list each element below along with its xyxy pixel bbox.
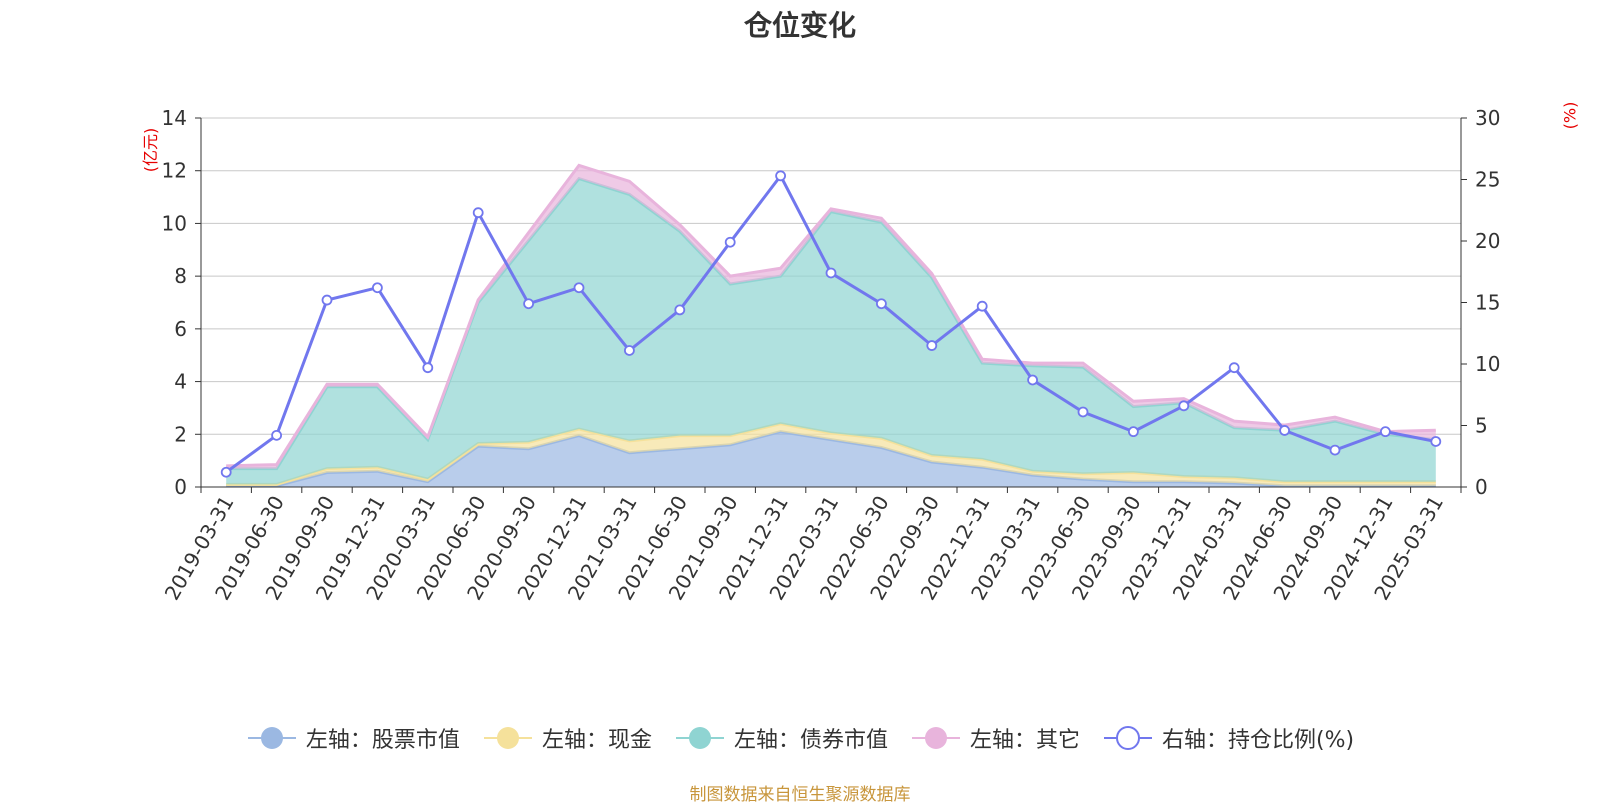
ratio-point [1228, 362, 1240, 374]
legend-item[interactable]: 左轴：债券市值 [674, 722, 888, 754]
legend-label: 左轴：其它 [969, 728, 1080, 753]
legend-label: 右轴：持仓比例(%) [1161, 728, 1355, 753]
right-axis-tick-label: 15 [1475, 291, 1500, 315]
ratio-point [271, 429, 283, 441]
right-axis-tick-label: 30 [1475, 106, 1500, 130]
ratio-point [220, 466, 232, 478]
ratio-point [775, 170, 786, 182]
chart-plot: 024681012140510152025302019-03-312019-06… [160, 106, 1501, 604]
legend-line-marker-icon [1103, 726, 1152, 750]
ratio-point [724, 236, 736, 248]
ratio-point [321, 294, 333, 306]
legend-label: 左轴：股票市值 [305, 728, 460, 753]
left-axis-tick-label: 4 [174, 370, 187, 394]
left-axis-tick-label: 2 [174, 422, 187, 446]
legend-label: 左轴：现金 [541, 728, 652, 753]
ratio-point [422, 362, 434, 374]
ratio-point [573, 282, 585, 294]
ratio-point [674, 304, 686, 316]
left-axis-tick-label: 6 [174, 317, 187, 341]
area-series-1 [226, 423, 1436, 486]
area-series-0 [226, 431, 1436, 487]
legend: 左轴：股票市值 左轴：现金 左轴：债券市值 左轴：其它 右轴：持仓比例(%) [0, 722, 1600, 754]
left-axis-tick-label: 14 [162, 106, 187, 130]
ratio-point [1027, 374, 1038, 386]
ratio-point [472, 207, 484, 219]
right-axis-tick-label: 25 [1475, 168, 1500, 192]
ratio-point [926, 340, 938, 351]
left-axis-tick-label: 8 [174, 264, 187, 288]
ratio-point [825, 267, 837, 279]
stacked-areas [226, 163, 1436, 488]
ratio-point [523, 298, 534, 310]
legend-item[interactable]: 左轴：股票市值 [246, 722, 460, 754]
ratio-point [876, 298, 887, 310]
ratio-point [1430, 436, 1442, 447]
legend-area-marker-icon [247, 727, 296, 749]
source-note: 制图数据来自恒生聚源数据库 [689, 785, 911, 805]
ratio-point [1279, 425, 1290, 436]
ratio-point [1128, 426, 1139, 438]
ratio-line-layer [220, 170, 1442, 478]
ratio-point [1077, 406, 1089, 418]
area-series-edge-3 [226, 163, 1436, 468]
ratio-point [1178, 400, 1190, 412]
ratio-point [624, 345, 635, 356]
legend-label: 左轴：债券市值 [733, 728, 888, 753]
legend-area-marker-icon [911, 727, 960, 749]
left-axis-tick-label: 0 [174, 475, 187, 499]
legend-area-marker-icon [483, 727, 532, 749]
ratio-point [371, 282, 383, 294]
ratio-point [1380, 426, 1391, 438]
ratio-point [1329, 444, 1341, 456]
left-axis-tick-label: 12 [162, 159, 187, 183]
right-axis-tick-label: 20 [1475, 229, 1500, 253]
legend-area-marker-icon [675, 727, 724, 749]
ratio-point [976, 300, 988, 312]
right-axis-tick-label: 10 [1475, 352, 1500, 376]
left-axis-tick-label: 10 [162, 211, 187, 235]
right-axis-tick-label: 0 [1475, 475, 1488, 499]
legend-item[interactable]: 左轴：现金 [482, 722, 652, 754]
chart-title: 仓位变化 [743, 9, 856, 42]
legend-item[interactable]: 左轴：其它 [910, 722, 1080, 754]
right-axis-tick-label: 5 [1475, 414, 1488, 438]
legend-item[interactable]: 右轴：持仓比例(%) [1102, 722, 1354, 754]
